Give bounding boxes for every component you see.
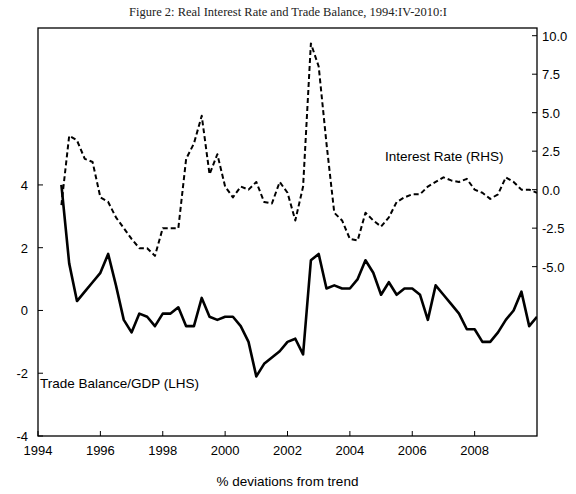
- y2-tick-label: 7.5: [542, 67, 560, 82]
- title: Figure 2: Real Interest Rate and Trade B…: [129, 5, 447, 19]
- y2-tick: [532, 151, 537, 152]
- x-tick: [162, 431, 163, 436]
- y2-tick: [532, 228, 537, 229]
- x-tick-label: 2002: [273, 443, 302, 458]
- y2-tick: [532, 266, 537, 267]
- x-tick: [349, 431, 350, 436]
- y2-tick-label: 10.0: [542, 29, 567, 44]
- series-label: Interest Rate (RHS): [385, 149, 504, 164]
- y2-tick-label: -2.5: [542, 221, 564, 236]
- y-tick-label: -2: [16, 366, 28, 381]
- x-tick-label: 2008: [460, 443, 489, 458]
- x-tick: [412, 431, 413, 436]
- y2-tick-label: 2.5: [542, 144, 560, 159]
- x-tick: [474, 431, 475, 436]
- x-axis-label: % deviations from trend: [217, 474, 359, 489]
- series-line: [61, 43, 537, 255]
- plot-area: [61, 43, 537, 376]
- y-tick: [38, 247, 43, 248]
- x-tick: [100, 431, 101, 436]
- y2-tick-label: 0.0: [542, 183, 560, 198]
- y2-tick: [532, 112, 537, 113]
- plot-frame: [38, 28, 537, 436]
- x-tick: [287, 431, 288, 436]
- x-tick-label: 1994: [24, 443, 53, 458]
- y-tick: [38, 373, 43, 374]
- x-tick: [225, 431, 226, 436]
- y-tick: [38, 184, 43, 185]
- y-tick: [38, 436, 43, 437]
- series-label: Trade Balance/GDP (LHS): [40, 376, 199, 391]
- x-tick-label: 1996: [86, 443, 115, 458]
- y2-tick: [532, 189, 537, 190]
- chart: Figure 2: Real Interest Rate and Trade B…: [0, 0, 576, 494]
- y-tick-label: 2: [21, 241, 28, 256]
- y2-tick-label: 5.0: [542, 106, 560, 121]
- x-tick-label: 2000: [211, 443, 240, 458]
- y-tick-label: 0: [21, 303, 28, 318]
- y2-tick: [532, 74, 537, 75]
- x-tick: [38, 431, 39, 436]
- x-tick-label: 2006: [398, 443, 427, 458]
- y-tick: [38, 310, 43, 311]
- y-tick-label: -4: [16, 429, 28, 444]
- y2-tick-label: -5.0: [542, 260, 564, 275]
- x-tick-label: 1998: [148, 443, 177, 458]
- series-line: [61, 185, 537, 376]
- x-tick-label: 2004: [335, 443, 364, 458]
- y2-tick: [532, 35, 537, 36]
- y-tick-label: 4: [21, 178, 28, 193]
